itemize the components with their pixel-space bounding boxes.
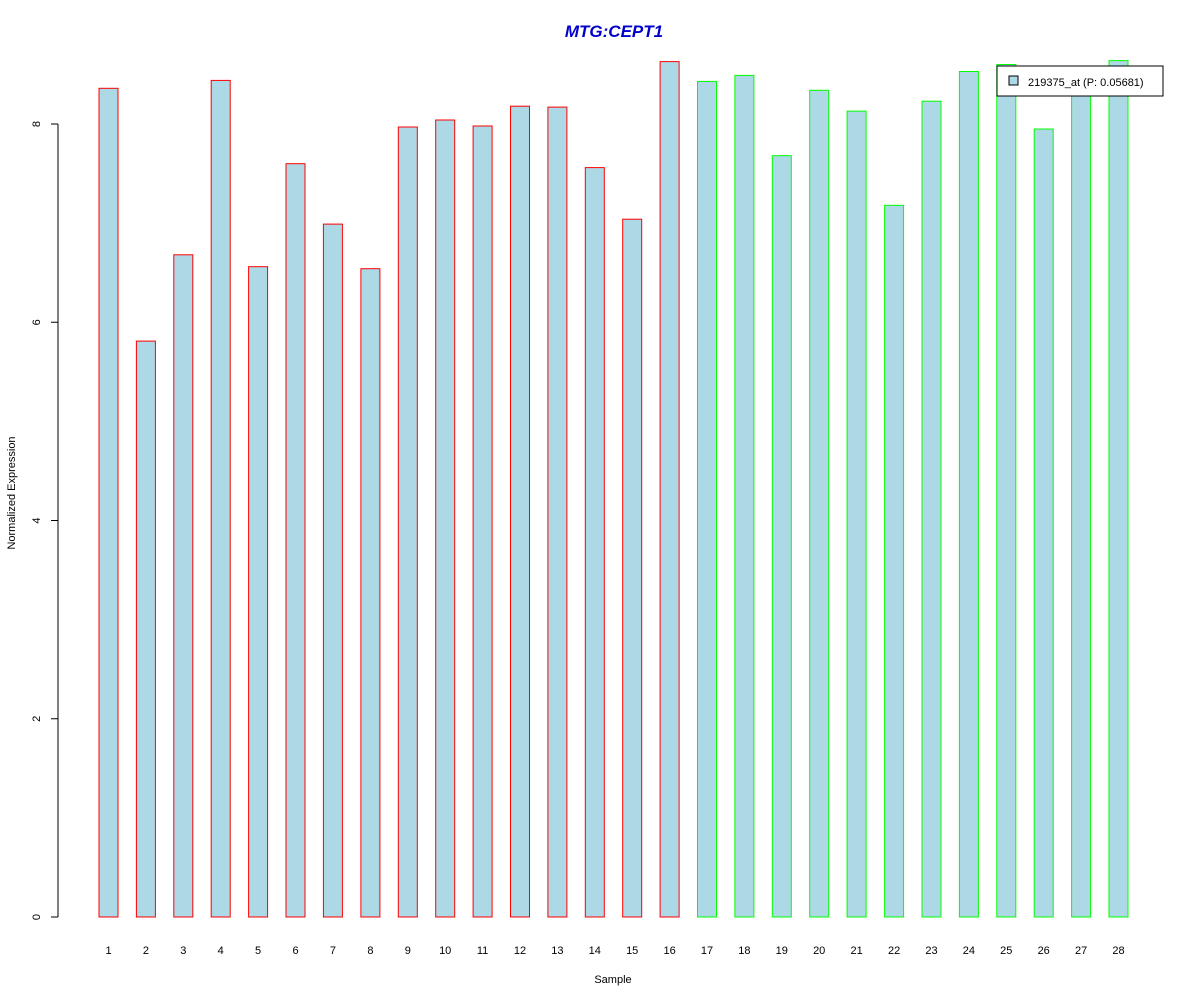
x-tick-label: 6 (292, 945, 298, 957)
bar-sample-5 (248, 266, 269, 918)
x-tick-label: 4 (218, 945, 224, 957)
x-tick-label: 25 (1000, 945, 1012, 957)
bars-group (98, 60, 1129, 918)
x-tick-label: 24 (963, 945, 975, 957)
bar-sample-16 (659, 61, 680, 918)
bar-sample-22 (884, 204, 905, 918)
x-tick-label: 21 (850, 945, 862, 957)
x-tick-label: 20 (813, 945, 825, 957)
x-tick-label: 27 (1075, 945, 1087, 957)
x-tick-label: 15 (626, 945, 638, 957)
x-tick-label: 9 (405, 945, 411, 957)
bar-sample-12 (510, 105, 530, 918)
chart-title: MTG:CEPT1 (565, 22, 663, 41)
bar-sample-10 (435, 119, 456, 918)
x-tick-labels: 1 2 3 4 5 6 7 8 9 10 11 12 13 14 15 16 17 18 19 20 21 22 23 24 2… (105, 945, 1124, 957)
bar-sample-7 (322, 223, 343, 918)
bar-sample-14 (584, 167, 605, 918)
legend-box (996, 65, 1164, 97)
x-tick-label: 16 (663, 945, 675, 957)
bar-sample-24 (958, 71, 979, 918)
bar-sample-27 (1071, 80, 1092, 918)
x-tick-label: 8 (367, 945, 373, 957)
bar-sample-1 (98, 87, 119, 918)
x-tick-label: 18 (738, 945, 750, 957)
bar-sample-25 (996, 64, 1017, 918)
y-tick-label: 8 (31, 121, 43, 127)
bar-sample-19 (771, 155, 792, 918)
x-tick-label: 13 (551, 945, 563, 957)
x-tick-label: 28 (1112, 945, 1124, 957)
x-tick-label: 17 (701, 945, 713, 957)
y-tick-label: 2 (31, 716, 43, 722)
x-tick-label: 2 (143, 945, 149, 957)
bar-sample-20 (809, 89, 830, 918)
x-tick-label: 26 (1038, 945, 1050, 957)
x-tick-label: 5 (255, 945, 261, 957)
bar-sample-11 (472, 125, 493, 918)
y-tick-label: 0 (31, 914, 43, 920)
bar-sample-15 (622, 218, 643, 918)
bar-sample-6 (285, 163, 306, 918)
x-tick-label: 10 (439, 945, 451, 957)
y-axis: 0 2 4 6 8 (31, 121, 59, 920)
y-tick-label: 4 (31, 517, 43, 523)
x-tick-label: 14 (589, 945, 601, 957)
x-axis-label: Sample (594, 974, 631, 986)
x-tick-label: 11 (477, 945, 488, 957)
x-tick-label: 1 (105, 945, 111, 957)
legend-label: 219375_at (P: 0.05681) (1028, 77, 1144, 89)
bar-sample-9 (397, 126, 418, 918)
x-tick-label: 7 (330, 945, 336, 957)
bar-sample-4 (210, 79, 231, 918)
legend: 219375_at (P: 0.05681) (996, 65, 1164, 97)
x-tick-label: 19 (776, 945, 788, 957)
bar-sample-18 (734, 74, 755, 918)
bar-sample-28 (1108, 60, 1129, 918)
legend-swatch (1008, 75, 1019, 86)
bar-sample-21 (846, 110, 867, 918)
bar-sample-13 (547, 106, 568, 918)
bar-sample-8 (360, 268, 381, 918)
x-tick-label: 3 (180, 945, 186, 957)
x-tick-label: 12 (514, 945, 526, 957)
bar-sample-26 (1033, 128, 1054, 918)
bar-sample-3 (173, 254, 194, 918)
y-tick-label: 6 (31, 319, 43, 325)
x-tick-label: 23 (925, 945, 937, 957)
bar-sample-17 (697, 80, 717, 918)
bar-sample-2 (135, 340, 156, 918)
x-tick-label: 22 (888, 945, 900, 957)
y-axis-label: Normalized Expression (6, 436, 18, 549)
bar-sample-23 (921, 100, 942, 918)
